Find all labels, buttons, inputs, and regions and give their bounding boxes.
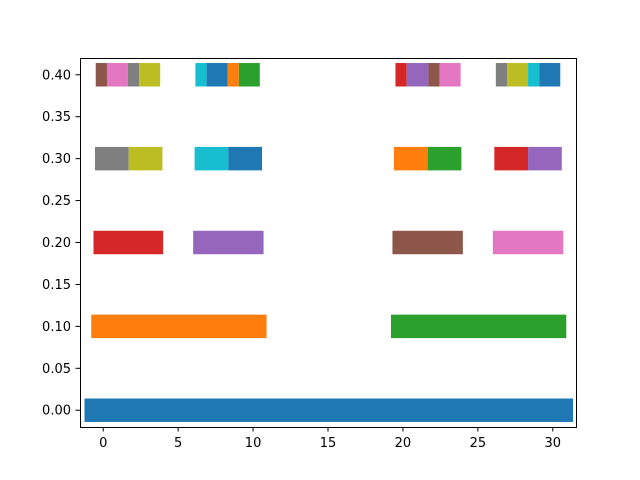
bar-segment-level-1-1 [390, 314, 567, 339]
bar-segment-level-3-6 [494, 146, 529, 171]
x-tick-label: 30 [545, 436, 562, 451]
y-tick-label: 0.20 [42, 236, 71, 251]
x-axis-ticks: 0 5 10 15 20 25 30 [99, 427, 561, 451]
y-tick-label: 0.00 [42, 404, 71, 419]
bar-segment-level-4-7 [238, 63, 260, 87]
x-tick-label: 25 [470, 436, 487, 451]
y-tick-label: 0.35 [42, 110, 71, 125]
bar-segment-level-4-9 [406, 63, 429, 87]
bar-segment-level-4-4 [195, 63, 207, 87]
bar-segment-level-4-8 [395, 63, 407, 87]
bar-segment-level-3-5 [427, 146, 462, 171]
y-tick-label: 0.10 [42, 320, 71, 335]
bar-segment-level-2-0 [93, 230, 164, 255]
bar-segment-level-4-15 [539, 63, 561, 87]
bar-segment-level-4-0 [95, 63, 107, 87]
x-tick-label: 0 [99, 436, 107, 451]
bar-segment-level-3-2 [194, 146, 229, 171]
bars-layer [84, 63, 574, 422]
x-tick-label: 5 [174, 436, 182, 451]
bar-segment-level-4-1 [106, 63, 128, 87]
x-tick-label: 15 [320, 436, 337, 451]
x-tick-label: 10 [245, 436, 262, 451]
bar-segment-level-2-2 [392, 230, 463, 255]
y-tick-label: 0.25 [42, 194, 71, 209]
bar-segment-level-4-6 [227, 63, 239, 87]
y-tick-label: 0.30 [42, 152, 71, 167]
bar-segment-level-4-5 [206, 63, 228, 87]
bar-segment-level-0-0 [84, 398, 574, 422]
bar-segment-level-3-4 [393, 146, 428, 171]
y-tick-label: 0.40 [42, 68, 71, 83]
bar-segment-level-4-10 [428, 63, 440, 87]
bar-segment-level-3-1 [128, 146, 163, 171]
y-tick-label: 0.15 [42, 278, 71, 293]
y-tick-label: 0.05 [42, 362, 71, 377]
bar-segment-level-4-12 [495, 63, 508, 87]
bar-segment-level-4-3 [139, 63, 161, 87]
bar-segment-level-4-14 [528, 63, 540, 87]
bar-segment-level-4-11 [439, 63, 461, 87]
plot-area [84, 63, 574, 422]
bar-segment-level-2-1 [193, 230, 264, 255]
y-axis-ticks: 0.00 0.05 0.10 0.15 0.20 0.25 0.30 0.35 0.40 [42, 68, 80, 419]
bar-segment-level-3-7 [528, 146, 562, 171]
bar-segment-level-4-13 [507, 63, 529, 87]
x-tick-label: 20 [395, 436, 412, 451]
bar-segment-level-4-2 [127, 63, 140, 87]
bar-segment-level-3-3 [228, 146, 263, 171]
bar-segment-level-1-0 [91, 314, 267, 339]
bar-segment-level-3-0 [94, 146, 129, 171]
bar-segment-level-2-3 [492, 230, 564, 255]
